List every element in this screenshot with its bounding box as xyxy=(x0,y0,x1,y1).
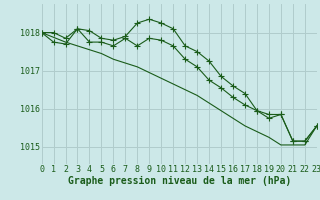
X-axis label: Graphe pression niveau de la mer (hPa): Graphe pression niveau de la mer (hPa) xyxy=(68,176,291,186)
